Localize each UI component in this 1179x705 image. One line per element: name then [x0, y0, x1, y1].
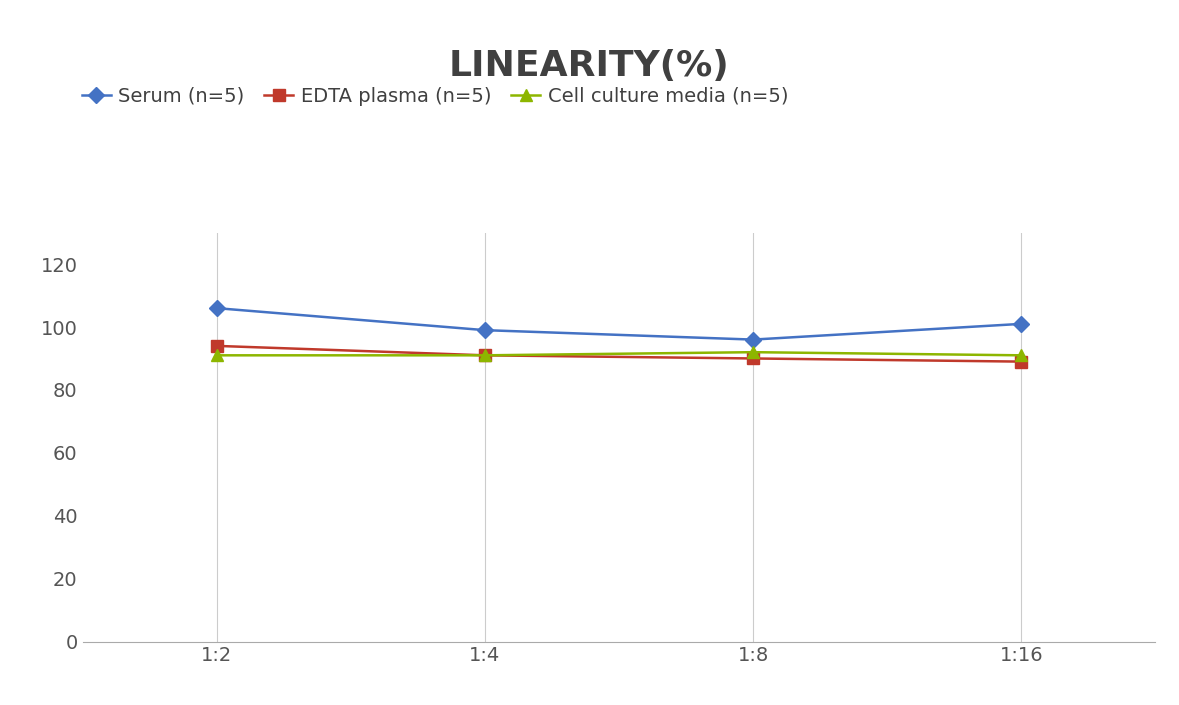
- Cell culture media (n=5): [210, 351, 224, 360]
- Cell culture media (n=5): [1014, 351, 1028, 360]
- Serum (n=5): [477, 326, 492, 334]
- Serum (n=5): [210, 304, 224, 312]
- Cell culture media (n=5): [746, 348, 760, 357]
- Legend: Serum (n=5), EDTA plasma (n=5), Cell culture media (n=5): Serum (n=5), EDTA plasma (n=5), Cell cul…: [81, 87, 789, 106]
- EDTA plasma (n=5): [477, 351, 492, 360]
- Text: LINEARITY(%): LINEARITY(%): [449, 49, 730, 83]
- EDTA plasma (n=5): [1014, 357, 1028, 366]
- Line: Cell culture media (n=5): Cell culture media (n=5): [211, 347, 1027, 361]
- Serum (n=5): [746, 336, 760, 344]
- Serum (n=5): [1014, 319, 1028, 328]
- EDTA plasma (n=5): [210, 342, 224, 350]
- Line: EDTA plasma (n=5): EDTA plasma (n=5): [211, 341, 1027, 367]
- Line: Serum (n=5): Serum (n=5): [211, 302, 1027, 345]
- Cell culture media (n=5): [477, 351, 492, 360]
- EDTA plasma (n=5): [746, 354, 760, 362]
